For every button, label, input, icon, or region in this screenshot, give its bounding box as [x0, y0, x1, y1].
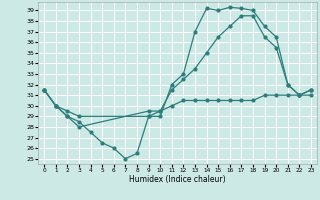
X-axis label: Humidex (Indice chaleur): Humidex (Indice chaleur): [129, 175, 226, 184]
